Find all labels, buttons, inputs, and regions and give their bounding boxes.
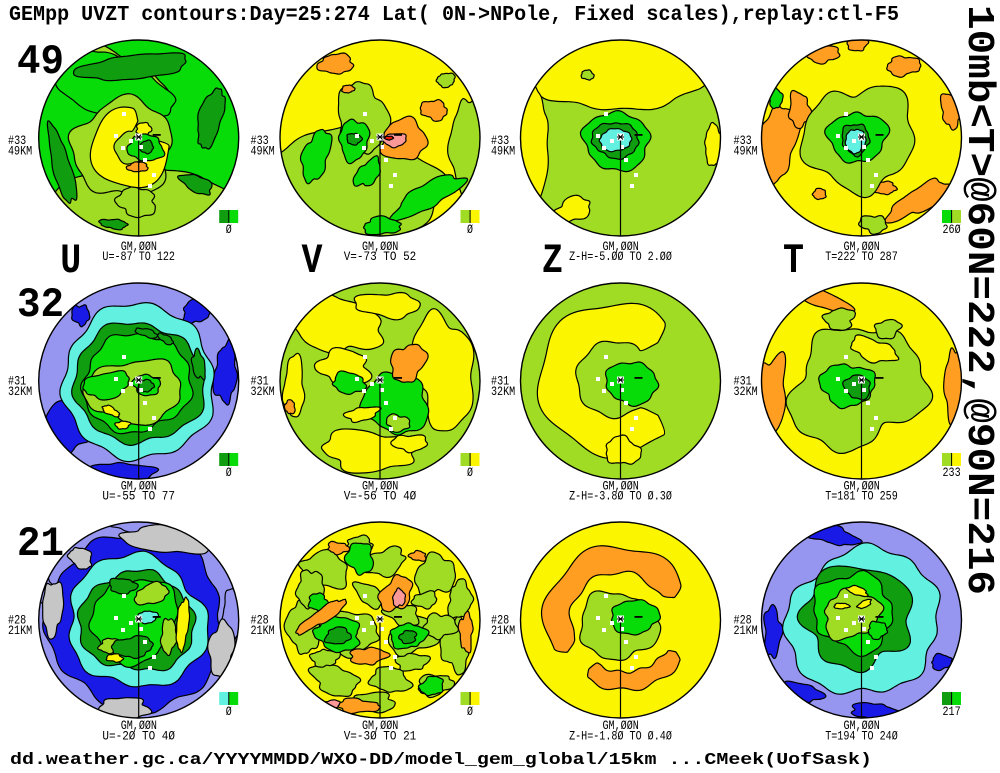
svg-text:49KM: 49KM xyxy=(491,144,515,159)
svg-text:U=-2Ø TO 4Ø: U=-2Ø TO 4Ø xyxy=(102,729,175,744)
svg-text:#33: #33 xyxy=(8,133,26,148)
svg-text:#28: #28 xyxy=(251,613,269,628)
svg-text:T=222 TO 287: T=222 TO 287 xyxy=(825,249,898,264)
svg-text:GM,ØØN: GM,ØØN xyxy=(603,239,639,254)
svg-text:Ø: Ø xyxy=(467,465,473,480)
svg-text:U=-87 TO 122: U=-87 TO 122 xyxy=(102,249,175,264)
svg-text:#31: #31 xyxy=(491,374,509,389)
svg-text:Ø: Ø xyxy=(226,222,232,237)
svg-text:10mb<T>@60N=222,@90N=216: 10mb<T>@60N=222,@90N=216 xyxy=(957,5,1000,595)
svg-text:49KM: 49KM xyxy=(734,144,758,159)
svg-text:T=194 TO 24Ø: T=194 TO 24Ø xyxy=(825,729,898,744)
svg-text:32KM: 32KM xyxy=(734,384,758,399)
svg-text:GM,ØØN: GM,ØØN xyxy=(121,718,157,733)
svg-text:T=181 TO 259: T=181 TO 259 xyxy=(825,489,898,504)
svg-text:Z-H=-3.8Ø TO Ø.3Ø: Z-H=-3.8Ø TO Ø.3Ø xyxy=(569,489,672,504)
svg-text:#31: #31 xyxy=(251,374,269,389)
svg-text:#33: #33 xyxy=(491,133,509,148)
svg-text:T: T xyxy=(783,237,804,285)
svg-text:V=-56 TO 4Ø: V=-56 TO 4Ø xyxy=(344,489,417,504)
svg-text:21KM: 21KM xyxy=(8,623,32,638)
svg-text:#28: #28 xyxy=(734,613,752,628)
svg-text:Z-H=-1.8Ø TO Ø.4Ø: Z-H=-1.8Ø TO Ø.4Ø xyxy=(569,729,672,744)
svg-text:U=-55 TO 77: U=-55 TO 77 xyxy=(102,489,175,504)
svg-text:32: 32 xyxy=(17,281,64,329)
svg-text:GM,ØØN: GM,ØØN xyxy=(844,239,880,254)
svg-text:21: 21 xyxy=(17,520,64,568)
svg-text:32KM: 32KM xyxy=(8,384,32,399)
svg-text:21KM: 21KM xyxy=(251,623,275,638)
svg-text:GM,ØØN: GM,ØØN xyxy=(844,479,880,494)
svg-text:Ø: Ø xyxy=(467,222,473,237)
svg-text:Ø: Ø xyxy=(226,465,232,480)
svg-text:GM,ØØN: GM,ØØN xyxy=(362,239,398,254)
svg-text:V=-73 TO 52: V=-73 TO 52 xyxy=(344,249,417,264)
svg-text:#33: #33 xyxy=(251,133,269,148)
svg-text:49KM: 49KM xyxy=(251,144,275,159)
svg-text:217: 217 xyxy=(943,704,961,719)
svg-text:233: 233 xyxy=(943,465,961,480)
svg-text:GM,ØØN: GM,ØØN xyxy=(603,479,639,494)
svg-text:GM,ØØN: GM,ØØN xyxy=(362,479,398,494)
svg-text:Ø: Ø xyxy=(226,704,232,719)
svg-text:Z-H=-5.ØØ TO 2.ØØ: Z-H=-5.ØØ TO 2.ØØ xyxy=(569,249,672,264)
svg-text:32KM: 32KM xyxy=(251,384,275,399)
svg-text:32KM: 32KM xyxy=(491,384,515,399)
svg-text:GM,ØØN: GM,ØØN xyxy=(362,718,398,733)
svg-text:Z: Z xyxy=(542,237,563,285)
svg-text:#28: #28 xyxy=(8,613,26,628)
svg-text:21KM: 21KM xyxy=(491,623,515,638)
svg-text:#31: #31 xyxy=(8,374,26,389)
svg-text:49KM: 49KM xyxy=(8,144,32,159)
svg-text:#28: #28 xyxy=(491,613,509,628)
svg-text:GM,ØØN: GM,ØØN xyxy=(844,718,880,733)
svg-text:#33: #33 xyxy=(734,133,752,148)
svg-text:26Ø: 26Ø xyxy=(943,222,961,237)
svg-text:GM,ØØN: GM,ØØN xyxy=(603,718,639,733)
svg-text:V: V xyxy=(302,237,324,285)
svg-text:GM,ØØN: GM,ØØN xyxy=(121,239,157,254)
svg-text:GM,ØØN: GM,ØØN xyxy=(121,479,157,494)
svg-text:21KM: 21KM xyxy=(734,623,758,638)
svg-text:V=-3Ø TO 21: V=-3Ø TO 21 xyxy=(344,729,417,744)
svg-text:U: U xyxy=(60,237,81,285)
svg-text:dd.weather.gc.ca/YYYYMMDD/WXO-: dd.weather.gc.ca/YYYYMMDD/WXO-DD/model_g… xyxy=(10,751,872,768)
svg-text:Ø: Ø xyxy=(467,704,473,719)
svg-text:GEMpp UVZT contours:Day=25:274: GEMpp UVZT contours:Day=25:274 Lat( 0N->… xyxy=(9,4,899,27)
svg-text:#31: #31 xyxy=(734,374,752,389)
svg-text:49: 49 xyxy=(17,38,64,86)
